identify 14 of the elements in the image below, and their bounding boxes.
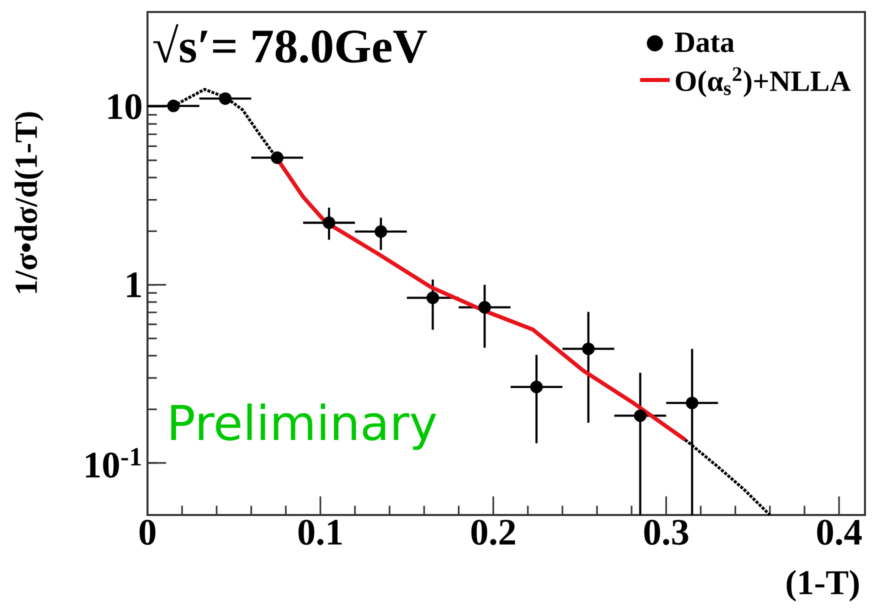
y-tick-label: 10$^{-1}$ [86,448,141,478]
x-tick-label: 0.3 [644,520,688,546]
x-tick-label: 0.4 [817,520,862,546]
annotation: √s′= 78.0GeV [153,24,427,63]
y-tick-label: 1 [127,272,141,298]
y-tick-label: 10 [108,94,142,120]
legend-label: Data [674,32,734,52]
x-tick-label: 0 [140,520,156,545]
legend-label: O(α$_{s}$$^{2}$)+NLLA [676,67,851,98]
x-axis-title: (1-T) [786,570,859,602]
annotation: Preliminary [171,403,436,450]
y-axis-title: 1/σ•dσ/d(1-T) [14,112,44,293]
x-tick-label: 0.1 [298,520,342,546]
x-tick-label: 0.2 [471,520,516,546]
